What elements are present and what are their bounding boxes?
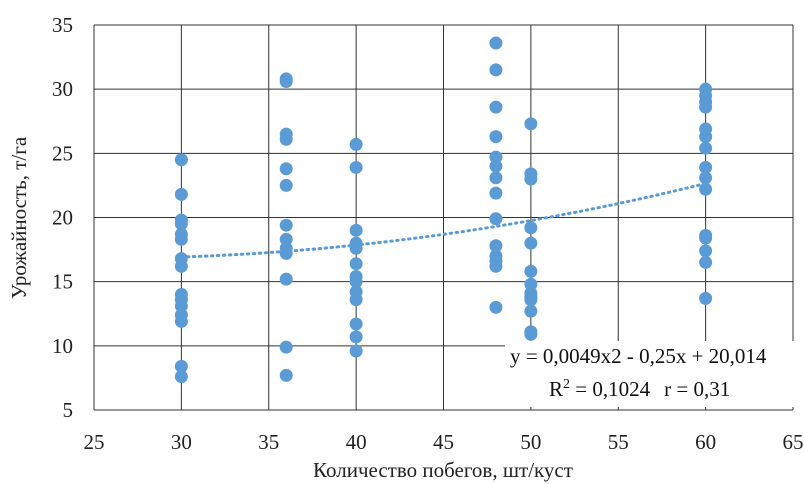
data-point bbox=[699, 182, 713, 196]
data-point bbox=[349, 160, 363, 174]
data-point bbox=[349, 330, 363, 344]
data-point bbox=[174, 314, 188, 328]
data-point bbox=[279, 218, 293, 232]
data-point bbox=[489, 130, 503, 144]
x-tick-label: 65 bbox=[783, 430, 804, 454]
data-point bbox=[524, 221, 538, 235]
data-point bbox=[524, 264, 538, 278]
y-tick-label: 15 bbox=[52, 270, 73, 294]
r-value: r = 0,31 bbox=[664, 377, 730, 401]
trendline-equation: y = 0,0049x2 - 0,25x + 20,014 bbox=[510, 344, 767, 368]
data-point bbox=[524, 277, 538, 291]
data-point bbox=[174, 153, 188, 167]
data-point bbox=[349, 257, 363, 271]
data-point bbox=[699, 141, 713, 155]
data-point bbox=[699, 231, 713, 245]
data-point bbox=[699, 130, 713, 144]
data-point bbox=[174, 217, 188, 231]
gridlines bbox=[93, 24, 794, 411]
x-tick-label: 30 bbox=[171, 430, 192, 454]
data-point bbox=[489, 36, 503, 50]
equation-box: y = 0,0049x2 - 0,25x + 20,014 R2 = 0,102… bbox=[505, 341, 797, 407]
data-point bbox=[524, 304, 538, 318]
data-point bbox=[699, 160, 713, 174]
r2-superscript: 2 bbox=[563, 377, 570, 392]
data-point bbox=[279, 368, 293, 382]
x-axis-title: Количество побегов, шт/куст bbox=[313, 458, 573, 482]
y-tick-label: 25 bbox=[52, 141, 73, 165]
data-point bbox=[699, 291, 713, 305]
data-point bbox=[489, 159, 503, 173]
data-point bbox=[489, 239, 503, 253]
trendline bbox=[179, 181, 708, 259]
data-point bbox=[489, 212, 503, 226]
data-point bbox=[279, 132, 293, 146]
y-tick-label: 35 bbox=[52, 13, 73, 37]
x-tick-label: 60 bbox=[695, 430, 716, 454]
data-point bbox=[279, 162, 293, 176]
r2-value: = 0,1024 bbox=[570, 377, 651, 401]
x-tick-label: 50 bbox=[520, 430, 541, 454]
data-point bbox=[489, 63, 503, 77]
data-point bbox=[349, 241, 363, 255]
data-point bbox=[524, 293, 538, 307]
data-point bbox=[279, 232, 293, 246]
data-point bbox=[349, 275, 363, 289]
data-point bbox=[279, 74, 293, 88]
data-point bbox=[699, 244, 713, 258]
data-point bbox=[279, 340, 293, 354]
data-point bbox=[489, 300, 503, 314]
y-axis-title: Урожайность, т/га bbox=[7, 136, 31, 299]
data-point bbox=[349, 293, 363, 307]
data-point bbox=[489, 259, 503, 273]
data-point bbox=[349, 137, 363, 151]
r2-label: R bbox=[549, 377, 563, 401]
data-point bbox=[524, 172, 538, 186]
y-tick-label: 5 bbox=[63, 398, 74, 422]
data-point bbox=[524, 236, 538, 250]
data-point bbox=[489, 186, 503, 200]
y-tick-label: 30 bbox=[52, 77, 73, 101]
equation-box-background bbox=[505, 341, 797, 407]
x-tick-label: 55 bbox=[608, 430, 629, 454]
data-point bbox=[174, 299, 188, 313]
data-point bbox=[174, 187, 188, 201]
data-point bbox=[489, 171, 503, 185]
data-point bbox=[489, 150, 503, 164]
data-point bbox=[699, 171, 713, 185]
data-point bbox=[489, 100, 503, 114]
data-point bbox=[524, 117, 538, 131]
data-point bbox=[174, 259, 188, 273]
data-point bbox=[174, 232, 188, 246]
x-tick-label: 40 bbox=[346, 430, 367, 454]
x-tick-label: 45 bbox=[433, 430, 454, 454]
y-tick-label: 20 bbox=[52, 206, 73, 230]
y-tick-labels: 5 10 15 20 25 30 35 bbox=[52, 13, 73, 422]
trendline-stats: R2 = 0,1024 r = 0,31 bbox=[549, 377, 730, 401]
data-point bbox=[279, 272, 293, 286]
data-point bbox=[279, 178, 293, 192]
y-tick-label: 10 bbox=[52, 334, 73, 358]
data-point bbox=[699, 255, 713, 269]
data-point bbox=[699, 100, 713, 114]
x-tick-label: 25 bbox=[84, 430, 105, 454]
x-tick-label: 35 bbox=[258, 430, 279, 454]
data-point bbox=[174, 359, 188, 373]
data-point bbox=[349, 344, 363, 358]
data-point bbox=[349, 317, 363, 331]
data-point bbox=[524, 327, 538, 341]
data-point bbox=[349, 223, 363, 237]
x-tick-labels: 25 30 35 40 45 50 55 60 65 bbox=[84, 430, 804, 454]
data-point bbox=[174, 370, 188, 384]
data-point bbox=[279, 246, 293, 260]
